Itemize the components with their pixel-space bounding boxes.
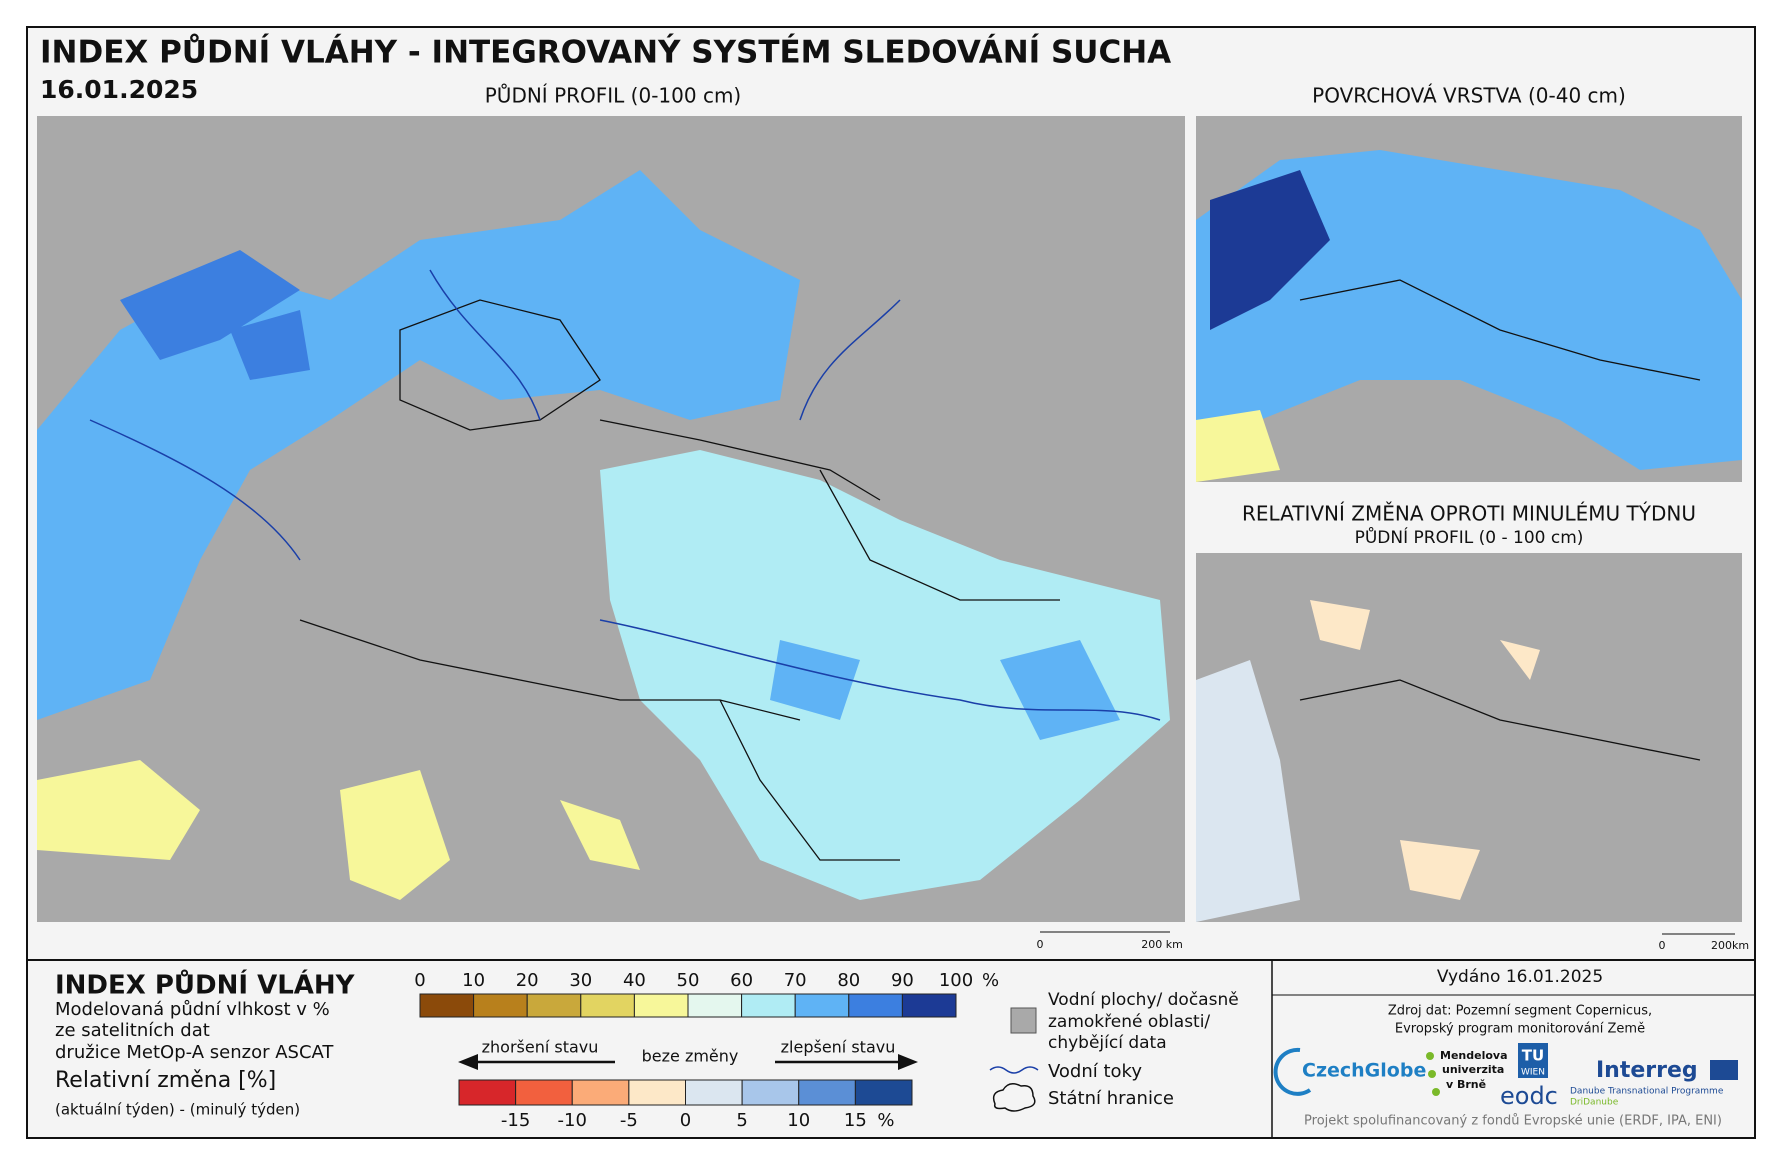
color-swatch — [458, 1079, 517, 1106]
unit: % — [982, 970, 999, 991]
legend-subtitle: Relativní změna [%] — [55, 1068, 276, 1093]
logo-dot — [1428, 1070, 1436, 1078]
scale-end: 200km — [1711, 939, 1749, 952]
scale-start: 0 — [1037, 938, 1044, 951]
change-map — [1196, 553, 1742, 922]
tick-label: 0 — [680, 1110, 691, 1131]
legend-text: ze satelitních dat — [55, 1020, 210, 1041]
main-map — [37, 116, 1185, 922]
tick-label: 5 — [736, 1110, 747, 1131]
funding: Projekt spolufinancovaný z fondů Evropsk… — [1304, 1114, 1722, 1129]
tick-label: 100 — [939, 970, 973, 991]
logo-tu-box — [1518, 1043, 1548, 1078]
logo-mendelu: univerzita — [1442, 1063, 1504, 1076]
legend-title: INDEX PŮDNÍ VLÁHY — [55, 968, 356, 1001]
tick-label: 80 — [837, 970, 860, 991]
tick-label: 30 — [569, 970, 592, 991]
border-symbol — [992, 1083, 1036, 1112]
tick-label: -15 — [501, 1110, 530, 1131]
legend-text: (aktuální týden) - (minulý týden) — [55, 1101, 300, 1119]
tick-label: -5 — [620, 1110, 638, 1131]
symbol-label: Státní hranice — [1048, 1088, 1174, 1109]
color-swatch — [794, 993, 850, 1018]
tick-label: 10 — [787, 1110, 810, 1131]
logo-tu: WIEN — [1521, 1068, 1545, 1078]
tick-label: 60 — [730, 970, 753, 991]
tick-label: -10 — [558, 1110, 587, 1131]
date: 16.01.2025 — [40, 75, 198, 104]
logo-czechglobe: CzechGlobe — [1302, 1060, 1426, 1082]
tick-label: 10 — [462, 970, 485, 991]
legend-text: Modelovaná půdní vlhkost v % — [55, 999, 330, 1020]
color-swatch — [848, 993, 903, 1018]
source: Evropský program monitorování Země — [1395, 1022, 1645, 1037]
tick-label: 70 — [784, 970, 807, 991]
legend-text: družice MetOp-A senzor ASCAT — [55, 1042, 334, 1063]
color-swatch — [526, 993, 582, 1018]
color-swatch — [685, 1079, 743, 1106]
logo-mendelu: Mendelova — [1440, 1049, 1508, 1062]
scale-start: 0 — [1659, 939, 1666, 952]
color-swatch — [419, 993, 475, 1018]
scale-end: 200 km — [1141, 938, 1183, 951]
logo-dot — [1432, 1088, 1440, 1096]
color-swatch — [473, 993, 528, 1018]
water-symbol — [1010, 1007, 1037, 1034]
color-swatch — [901, 993, 957, 1018]
color-swatch — [633, 993, 689, 1018]
color-swatch — [741, 1079, 800, 1106]
color-swatch — [580, 993, 635, 1018]
logo-dot — [1426, 1052, 1434, 1060]
logo-interreg-sub: Danube Transnational Programme — [1570, 1087, 1724, 1097]
unit: % — [877, 1110, 894, 1131]
color-swatch — [741, 993, 796, 1018]
logo-eodc: eodc — [1500, 1082, 1558, 1110]
map-subtitle: PŮDNÍ PROFIL (0 - 100 cm) — [1355, 526, 1584, 548]
logo-swoosh — [1273, 1047, 1312, 1096]
no-change-label: beze změny — [642, 1047, 739, 1066]
map-title: RELATIVNÍ ZMĚNA OPROTI MINULÉMU TÝDNU — [1242, 502, 1696, 526]
logo-interreg-sub: DriDanube — [1570, 1098, 1619, 1108]
color-swatch — [515, 1079, 573, 1106]
map-title: POVRCHOVÁ VRSTVA (0-40 cm) — [1312, 84, 1626, 108]
surface-map — [1196, 116, 1742, 482]
symbol-label: Vodní plochy/ dočasně — [1048, 990, 1239, 1010]
logo-interreg: Interreg — [1596, 1058, 1698, 1083]
tick-label: 90 — [891, 970, 914, 991]
logo-tu: TU — [1522, 1047, 1544, 1065]
logo-mendelu: v Brně — [1446, 1078, 1486, 1091]
symbol-label: Vodní toky — [1048, 1061, 1142, 1082]
arrow-head — [898, 1054, 918, 1070]
tick-label: 40 — [623, 970, 646, 991]
title: INDEX PŮDNÍ VLÁHY - INTEGROVANÝ SYSTÉM S… — [40, 34, 1171, 71]
issued: Vydáno 16.01.2025 — [1437, 967, 1603, 987]
tick-label: 50 — [677, 970, 700, 991]
source: Zdroj dat: Pozemní segment Copernicus, — [1388, 1004, 1652, 1019]
symbol-label: chybějící data — [1048, 1033, 1167, 1053]
colorbars: 0 10 20 30 40 50 60 70 80 90 100 % -15 -10 -5 0 5 10 15% — [414, 970, 999, 1131]
tick-label: 20 — [516, 970, 539, 991]
color-swatch — [571, 1079, 630, 1106]
river-symbol — [989, 1066, 1039, 1074]
eu-flag — [1710, 1060, 1738, 1080]
color-swatch — [798, 1079, 856, 1106]
tick-label: 15 — [844, 1110, 867, 1131]
arrow-head — [458, 1054, 478, 1070]
worse-label: zhoršení stavu — [482, 1038, 599, 1057]
color-swatch — [628, 1079, 686, 1106]
better-label: zlepšení stavu — [781, 1038, 896, 1057]
color-swatch — [687, 993, 743, 1018]
map-title: PŮDNÍ PROFIL (0-100 cm) — [485, 84, 741, 108]
symbol-label: zamokřené oblasti/ — [1048, 1012, 1210, 1032]
color-swatch — [854, 1079, 913, 1106]
tick-label: 0 — [414, 970, 425, 991]
